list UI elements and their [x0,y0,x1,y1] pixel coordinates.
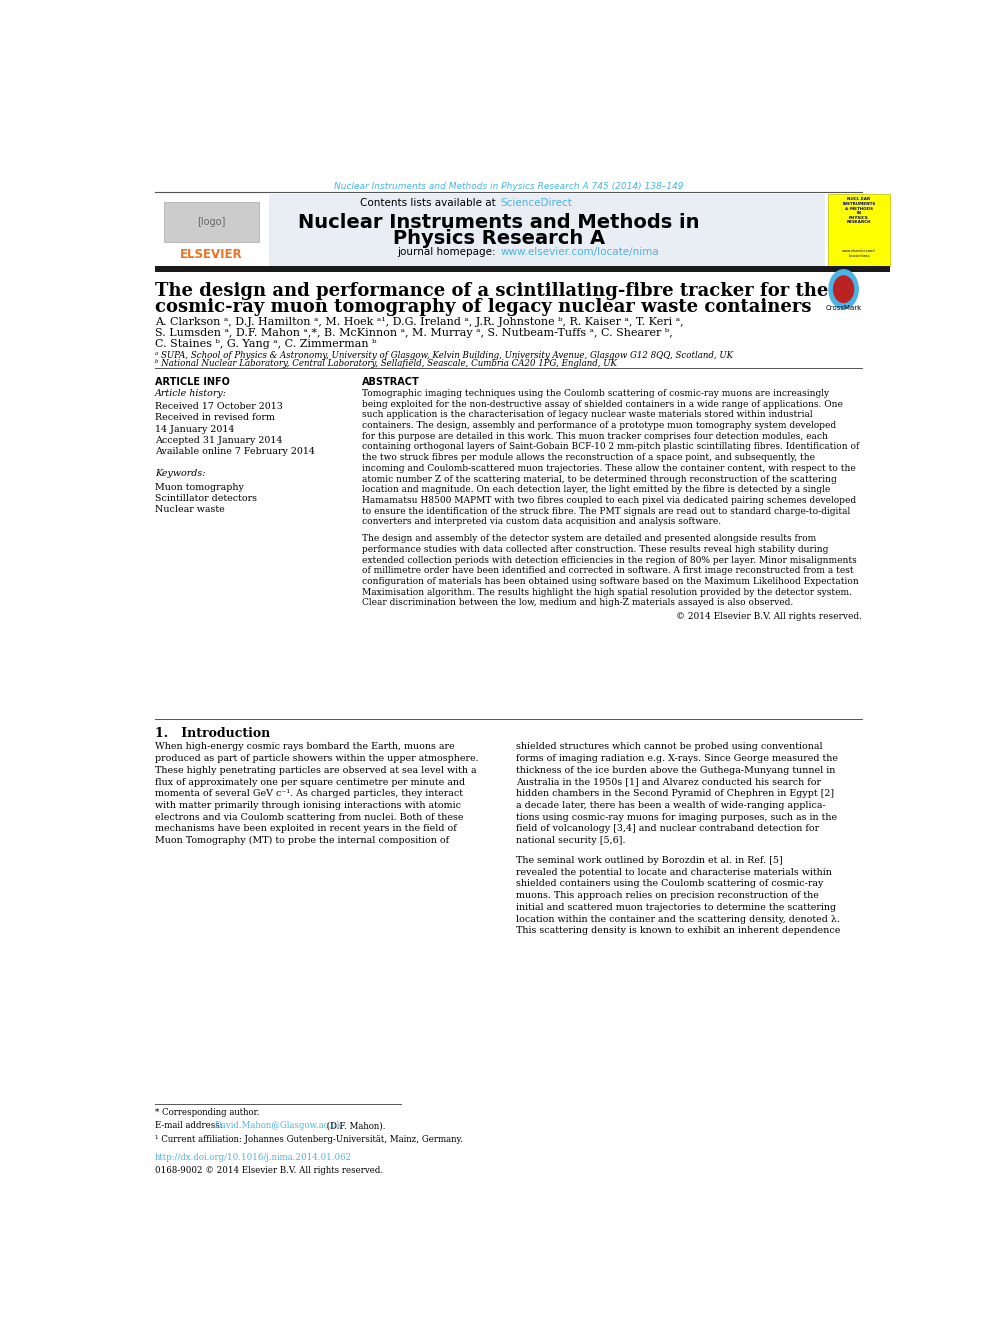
Text: www.elsevier.com/locate/nima: www.elsevier.com/locate/nima [501,246,660,257]
Text: flux of approximately one per square centimetre per minute and: flux of approximately one per square cen… [155,778,465,787]
Text: muons. This approach relies on precision reconstruction of the: muons. This approach relies on precision… [516,892,819,900]
Text: Tomographic imaging techniques using the Coulomb scattering of cosmic-ray muons : Tomographic imaging techniques using the… [362,389,829,398]
Text: ARTICLE INFO: ARTICLE INFO [155,377,229,386]
Text: E-mail address:: E-mail address: [155,1122,225,1130]
Text: The design and performance of a scintillating-fibre tracker for the: The design and performance of a scintill… [155,282,828,300]
Text: location within the container and the scattering density, denoted λ.: location within the container and the sc… [516,914,840,923]
Text: Maximisation algorithm. The results highlight the high spatial resolution provid: Maximisation algorithm. The results high… [362,587,852,597]
Text: The design and assembly of the detector system are detailed and presented alongs: The design and assembly of the detector … [362,534,816,544]
Text: Muon Tomography (MT) to probe the internal composition of: Muon Tomography (MT) to probe the intern… [155,836,448,845]
Text: These highly penetrating particles are observed at sea level with a: These highly penetrating particles are o… [155,766,476,775]
Circle shape [833,277,853,303]
Text: mechanisms have been exploited in recent years in the field of: mechanisms have been exploited in recent… [155,824,456,833]
Text: David.Mahon@Glasgow.ac.uk: David.Mahon@Glasgow.ac.uk [214,1122,342,1130]
Text: converters and interpreted via custom data acquisition and analysis software.: converters and interpreted via custom da… [362,517,721,527]
Text: revealed the potential to locate and characterise materials within: revealed the potential to locate and cha… [516,868,832,877]
Text: national security [5,6].: national security [5,6]. [516,836,626,845]
Text: Clear discrimination between the low, medium and high-Z materials assayed is als: Clear discrimination between the low, me… [362,598,794,607]
Text: CrossMark: CrossMark [825,306,862,311]
Text: containing orthogonal layers of Saint-Gobain BCF-10 2 mm-pitch plastic scintilla: containing orthogonal layers of Saint-Go… [362,442,860,451]
Text: Received in revised form: Received in revised form [155,413,275,422]
Text: the two struck fibres per module allows the reconstruction of a space point, and: the two struck fibres per module allows … [362,454,815,462]
Text: atomic number Z of the scattering material, to be determined through reconstruct: atomic number Z of the scattering materi… [362,475,837,484]
Text: such application is the characterisation of legacy nuclear waste materials store: such application is the characterisation… [362,410,813,419]
Text: © 2014 Elsevier B.V. All rights reserved.: © 2014 Elsevier B.V. All rights reserved… [677,613,862,620]
Text: Received 17 October 2013: Received 17 October 2013 [155,402,283,411]
Text: Scintillator detectors: Scintillator detectors [155,493,257,503]
Text: journal homepage:: journal homepage: [398,246,499,257]
Text: * Corresponding author.: * Corresponding author. [155,1109,259,1117]
Text: ABSTRACT: ABSTRACT [362,377,420,386]
Text: C. Staines ᵇ, G. Yang ᵃ, C. Zimmerman ᵇ: C. Staines ᵇ, G. Yang ᵃ, C. Zimmerman ᵇ [155,339,376,349]
Text: field of volcanology [3,4] and nuclear contraband detection for: field of volcanology [3,4] and nuclear c… [516,824,819,833]
Text: performance studies with data collected after construction. These results reveal: performance studies with data collected … [362,545,828,554]
Bar [155,194,825,266]
Text: A. Clarkson ᵃ, D.J. Hamilton ᵃ, M. Hoek ᵃ¹, D.G. Ireland ᵃ, J.R. Johnstone ᵇ, R.: A. Clarkson ᵃ, D.J. Hamilton ᵃ, M. Hoek … [155,316,683,327]
Text: ¹ Current affiliation: Johannes Gutenberg-Universität, Mainz, Germany.: ¹ Current affiliation: Johannes Gutenber… [155,1135,462,1143]
Text: The seminal work outlined by Borozdin et al. in Ref. [5]: The seminal work outlined by Borozdin et… [516,856,783,865]
Text: Nuclear waste: Nuclear waste [155,505,224,515]
Text: Australia in the 1950s [1] and Alvarez conducted his search for: Australia in the 1950s [1] and Alvarez c… [516,778,821,787]
Bar [155,194,269,266]
Text: This scattering density is known to exhibit an inherent dependence: This scattering density is known to exhi… [516,926,840,935]
Text: www.elsevier.com/
locate/nima: www.elsevier.com/ locate/nima [842,249,876,258]
Text: cosmic-ray muon tomography of legacy nuclear waste containers: cosmic-ray muon tomography of legacy nuc… [155,298,811,316]
Bar [155,266,890,271]
Text: ᵇ National Nuclear Laboratory, Central Laboratory, Sellafield, Seascale, Cumbria: ᵇ National Nuclear Laboratory, Central L… [155,360,617,368]
Text: configuration of materials has been obtained using software based on the Maximum: configuration of materials has been obta… [362,577,859,586]
Text: Article history:: Article history: [155,389,227,398]
Bar [828,194,890,266]
Text: being exploited for the non-destructive assay of shielded containers in a wide r: being exploited for the non-destructive … [362,400,843,409]
Text: (D.F. Mahon).: (D.F. Mahon). [323,1122,385,1130]
Text: 0168-9002 © 2014 Elsevier B.V. All rights reserved.: 0168-9002 © 2014 Elsevier B.V. All right… [155,1167,383,1175]
Text: thickness of the ice burden above the Guthega-Munyang tunnel in: thickness of the ice burden above the Gu… [516,766,835,775]
Text: S. Lumsden ᵃ, D.F. Mahon ᵃ,*, B. McKinnon ᵃ, M. Murray ᵃ, S. Nutbeam-Tuffs ᵃ, C.: S. Lumsden ᵃ, D.F. Mahon ᵃ,*, B. McKinno… [155,328,673,337]
Text: [logo]: [logo] [197,217,226,228]
Text: a decade later, there has been a wealth of wide-ranging applica-: a decade later, there has been a wealth … [516,800,825,810]
Text: shielded containers using the Coulomb scattering of cosmic-ray: shielded containers using the Coulomb sc… [516,880,823,889]
Text: Muon tomography: Muon tomography [155,483,244,492]
Circle shape [829,270,858,308]
Text: produced as part of particle showers within the upper atmosphere.: produced as part of particle showers wit… [155,754,478,763]
Text: ᵃ SUPA, School of Physics & Astronomy, University of Glasgow, Kelvin Building, U: ᵃ SUPA, School of Physics & Astronomy, U… [155,352,733,360]
Text: Hamamatsu H8500 MAPMT with two fibres coupled to each pixel via dedicated pairin: Hamamatsu H8500 MAPMT with two fibres co… [362,496,856,505]
Text: electrons and via Coulomb scattering from nuclei. Both of these: electrons and via Coulomb scattering fro… [155,812,463,822]
Text: Nuclear Instruments and Methods in Physics Research A 745 (2014) 138–149: Nuclear Instruments and Methods in Physi… [333,183,683,192]
Text: Contents lists available at: Contents lists available at [360,198,499,209]
Text: incoming and Coulomb-scattered muon trajectories. These allow the container cont: incoming and Coulomb-scattered muon traj… [362,464,856,472]
Bar [164,201,259,242]
Text: tions using cosmic-ray muons for imaging purposes, such as in the: tions using cosmic-ray muons for imaging… [516,812,837,822]
Text: to ensure the identification of the struck fibre. The PMT signals are read out t: to ensure the identification of the stru… [362,507,850,516]
Text: hidden chambers in the Second Pyramid of Chephren in Egypt [2]: hidden chambers in the Second Pyramid of… [516,790,834,798]
Text: NUCL EAR
INSTRUMENTS
& METHODS
IN
PHYSICS
RESEARCH: NUCL EAR INSTRUMENTS & METHODS IN PHYSIC… [842,197,876,225]
Text: location and magnitude. On each detection layer, the light emitted by the fibre : location and magnitude. On each detectio… [362,486,830,495]
Text: containers. The design, assembly and performance of a prototype muon tomography : containers. The design, assembly and per… [362,421,836,430]
Text: Physics Research A: Physics Research A [393,229,605,247]
Text: 14 January 2014: 14 January 2014 [155,425,234,434]
Text: for this purpose are detailed in this work. This muon tracker comprises four det: for this purpose are detailed in this wo… [362,431,828,441]
Text: http://dx.doi.org/10.1016/j.nima.2014.01.062: http://dx.doi.org/10.1016/j.nima.2014.01… [155,1154,352,1162]
Text: with matter primarily through ionising interactions with atomic: with matter primarily through ionising i… [155,800,460,810]
Text: When high-energy cosmic rays bombard the Earth, muons are: When high-energy cosmic rays bombard the… [155,742,454,751]
Text: momenta of several GeV c⁻¹. As charged particles, they interact: momenta of several GeV c⁻¹. As charged p… [155,790,462,798]
Text: of millimetre order have been identified and corrected in software. A first imag: of millimetre order have been identified… [362,566,854,576]
Text: 1.   Introduction: 1. Introduction [155,728,270,740]
Text: Available online 7 February 2014: Available online 7 February 2014 [155,447,314,456]
Text: shielded structures which cannot be probed using conventional: shielded structures which cannot be prob… [516,742,822,751]
Text: forms of imaging radiation e.g. X-rays. Since George measured the: forms of imaging radiation e.g. X-rays. … [516,754,838,763]
Text: extended collection periods with detection efficiencies in the region of 80% per: extended collection periods with detecti… [362,556,857,565]
Text: Keywords:: Keywords: [155,470,205,479]
Text: ScienceDirect: ScienceDirect [501,198,572,209]
Text: ELSEVIER: ELSEVIER [181,247,243,261]
Text: Nuclear Instruments and Methods in: Nuclear Instruments and Methods in [299,213,700,232]
Text: Accepted 31 January 2014: Accepted 31 January 2014 [155,435,282,445]
Text: initial and scattered muon trajectories to determine the scattering: initial and scattered muon trajectories … [516,902,836,912]
